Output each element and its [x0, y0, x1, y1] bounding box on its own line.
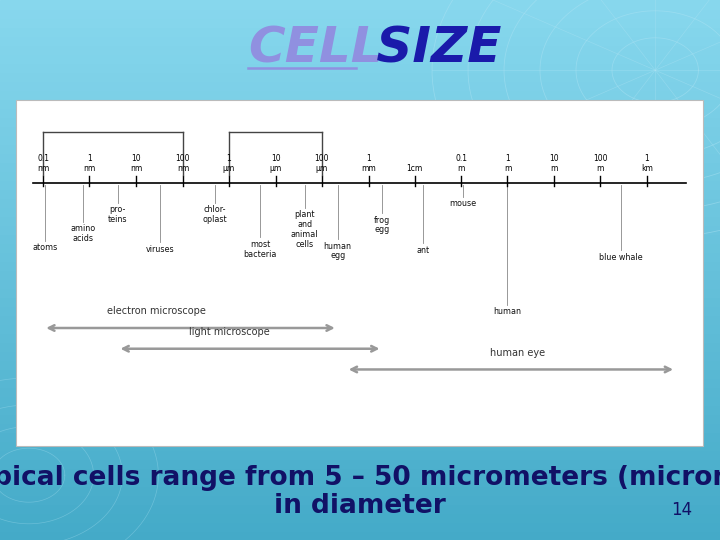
Bar — [0, 18, 720, 27]
Text: amino
acids: amino acids — [71, 224, 96, 243]
Bar — [0, 234, 720, 243]
Text: human
egg: human egg — [323, 241, 351, 260]
Bar — [0, 243, 720, 252]
Bar — [0, 27, 720, 36]
Bar — [0, 315, 720, 324]
Bar — [0, 450, 720, 459]
Text: pro-
teins: pro- teins — [108, 205, 127, 224]
Text: blue whale: blue whale — [599, 253, 643, 262]
Bar — [0, 198, 720, 207]
Bar — [0, 504, 720, 513]
Bar — [0, 216, 720, 225]
Text: viruses: viruses — [146, 245, 174, 254]
Text: human: human — [493, 307, 521, 316]
Bar — [0, 135, 720, 144]
Text: 1
μm: 1 μm — [223, 154, 235, 173]
Bar — [0, 180, 720, 189]
Text: 1
m: 1 m — [504, 154, 511, 173]
Bar — [0, 189, 720, 198]
Text: 0.1
m: 0.1 m — [456, 154, 467, 173]
Text: 1cm: 1cm — [407, 164, 423, 173]
Bar — [0, 441, 720, 450]
Bar — [0, 252, 720, 261]
Bar — [0, 261, 720, 270]
Text: frog
egg: frog egg — [374, 215, 390, 234]
Bar — [0, 126, 720, 135]
Bar — [0, 423, 720, 432]
Bar — [0, 63, 720, 72]
Bar — [0, 36, 720, 45]
Text: 100
nm: 100 nm — [176, 154, 190, 173]
Text: 10
nm: 10 nm — [130, 154, 143, 173]
Bar — [0, 531, 720, 540]
Bar — [0, 468, 720, 477]
Text: SIZE: SIZE — [359, 25, 501, 72]
Text: mouse: mouse — [449, 199, 477, 208]
Text: human eye: human eye — [490, 348, 545, 357]
Bar — [0, 495, 720, 504]
Text: 1
nm: 1 nm — [84, 154, 96, 173]
Text: 1
mm: 1 mm — [361, 154, 376, 173]
Bar — [0, 108, 720, 117]
Bar — [0, 9, 720, 18]
Bar — [0, 288, 720, 297]
Bar — [0, 360, 720, 369]
Bar — [0, 207, 720, 216]
Bar — [0, 414, 720, 423]
Bar — [0, 486, 720, 495]
Bar — [0, 72, 720, 81]
Text: chlor-
oplast: chlor- oplast — [203, 205, 228, 224]
Bar — [0, 342, 720, 351]
Bar — [0, 117, 720, 126]
Bar — [0, 396, 720, 405]
Bar — [0, 459, 720, 468]
Bar — [0, 99, 720, 108]
Bar — [0, 225, 720, 234]
Text: CELL: CELL — [248, 25, 383, 72]
Bar — [0, 279, 720, 288]
Bar — [0, 45, 720, 54]
Bar — [0, 387, 720, 396]
Text: 100
m: 100 m — [593, 154, 608, 173]
Text: in diameter: in diameter — [274, 493, 446, 519]
Bar — [0, 405, 720, 414]
Bar — [0, 522, 720, 531]
Bar — [0, 81, 720, 90]
Bar — [0, 324, 720, 333]
Bar — [0, 153, 720, 162]
Text: light microscope: light microscope — [189, 327, 269, 337]
Text: most
bacteria: most bacteria — [243, 240, 276, 259]
Text: 100
μm: 100 μm — [315, 154, 329, 173]
Text: 0.1
nm: 0.1 nm — [37, 154, 50, 173]
Bar — [0, 513, 720, 522]
Bar — [0, 378, 720, 387]
Text: 10
m: 10 m — [549, 154, 559, 173]
Bar — [0, 171, 720, 180]
Bar — [0, 270, 720, 279]
FancyBboxPatch shape — [16, 100, 703, 446]
Bar — [0, 306, 720, 315]
Bar — [0, 432, 720, 441]
Bar — [0, 297, 720, 306]
Bar — [0, 162, 720, 171]
Bar — [0, 333, 720, 342]
Bar — [0, 477, 720, 486]
Text: ant: ant — [416, 246, 429, 255]
Bar — [0, 369, 720, 378]
Text: 14: 14 — [672, 502, 693, 519]
Text: plant
and
animal
cells: plant and animal cells — [291, 211, 318, 248]
Bar — [0, 0, 720, 9]
Text: 10
μm: 10 μm — [269, 154, 282, 173]
Text: 1
km: 1 km — [641, 154, 653, 173]
Bar — [0, 144, 720, 153]
Text: atoms: atoms — [33, 244, 58, 252]
Bar — [0, 54, 720, 63]
Text: Typical cells range from 5 – 50 micrometers (microns): Typical cells range from 5 – 50 micromet… — [0, 465, 720, 491]
Bar — [0, 351, 720, 360]
Bar — [0, 90, 720, 99]
Text: electron microscope: electron microscope — [107, 306, 206, 316]
